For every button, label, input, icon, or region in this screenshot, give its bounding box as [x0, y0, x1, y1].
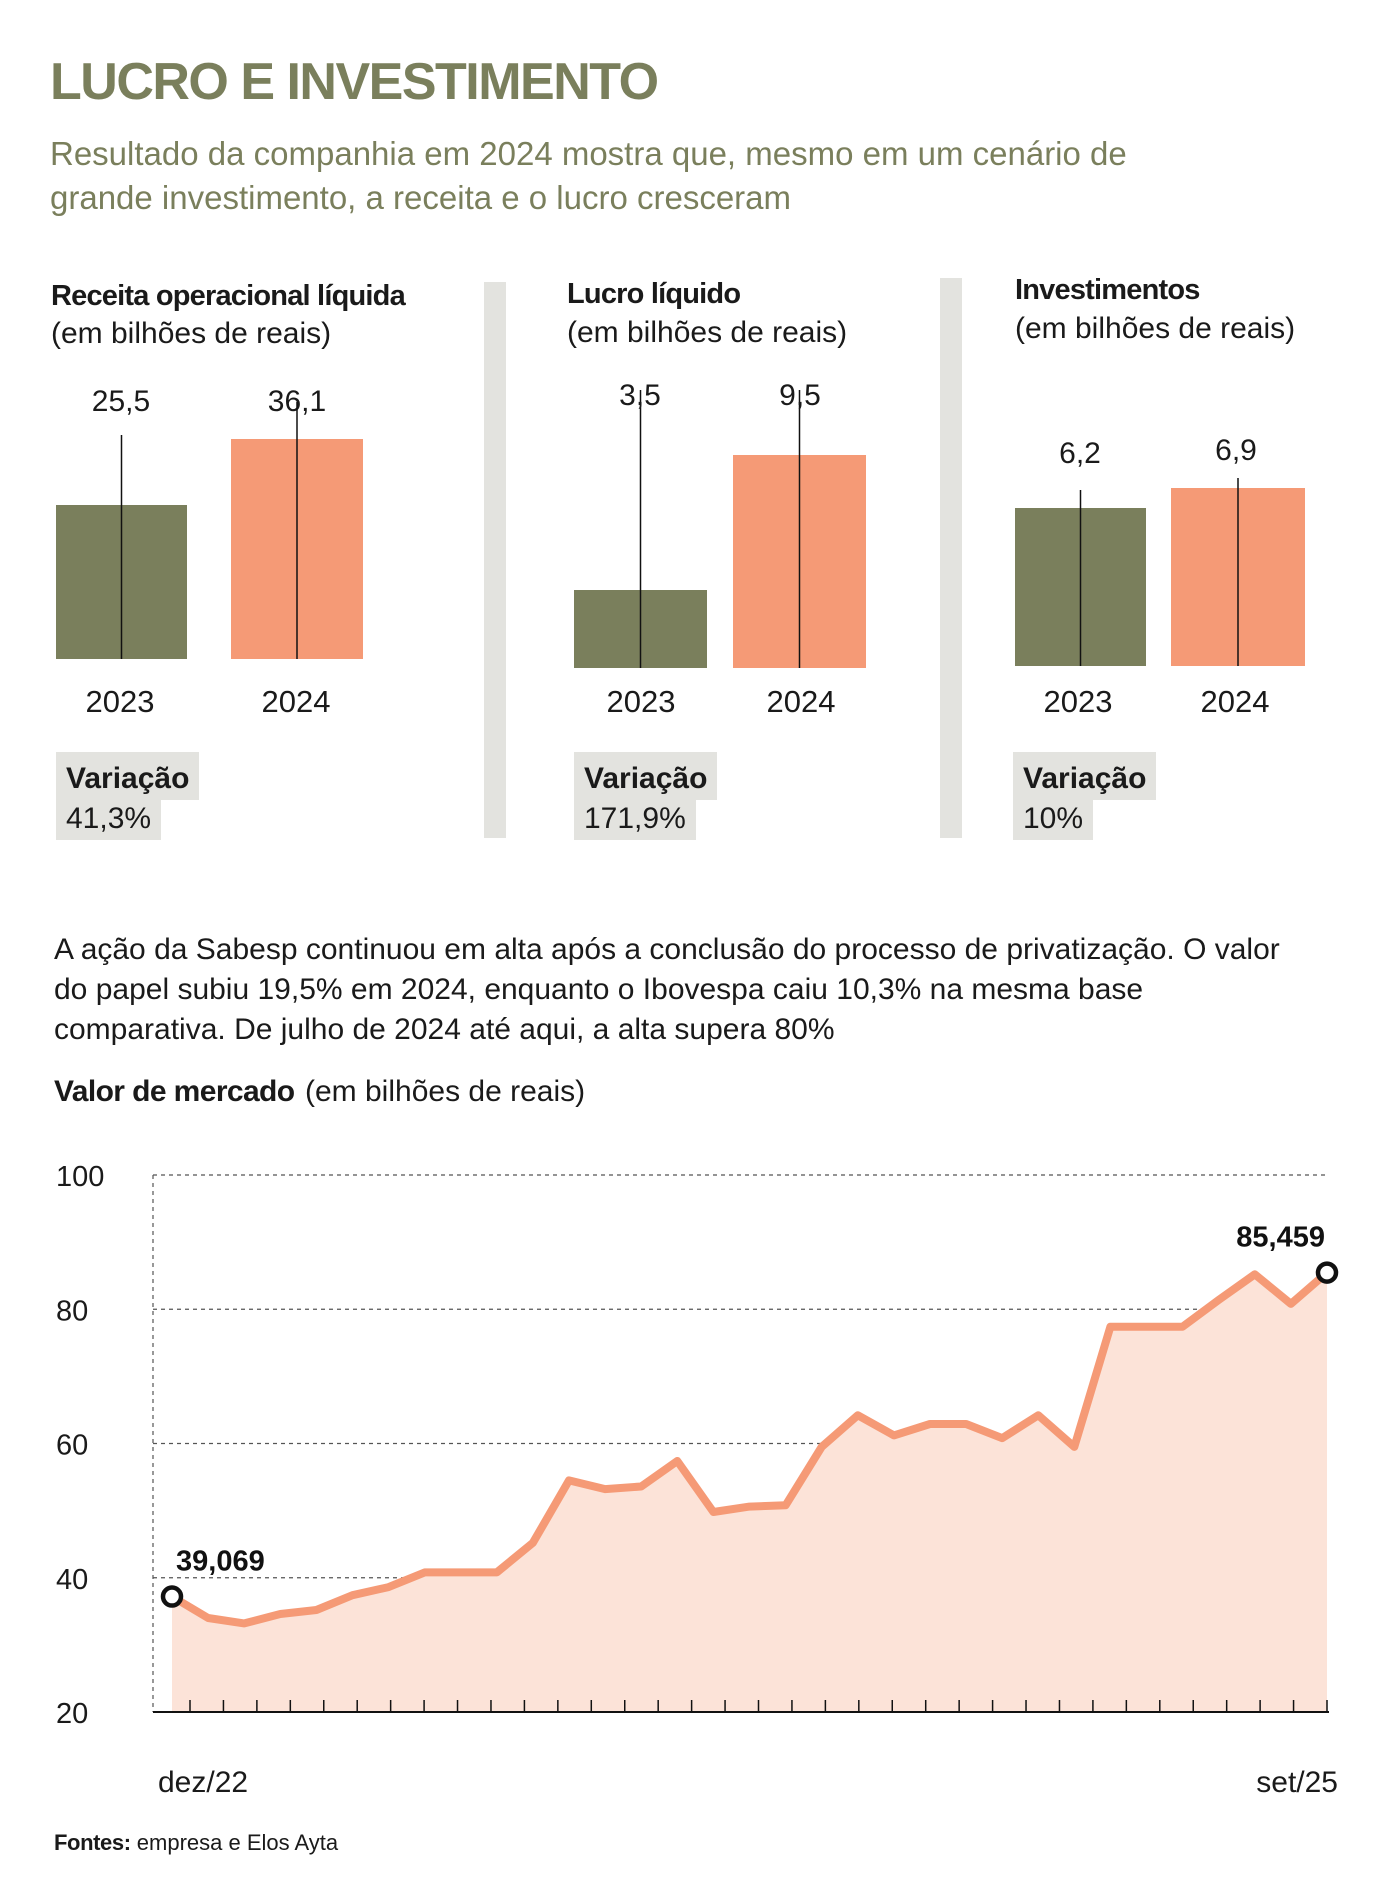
panel-divider	[940, 278, 962, 838]
bar-value-lucro-2023: 3,5	[619, 379, 661, 412]
variation-value-investimentos: 10%	[1013, 800, 1094, 840]
x-axis-start-label: dez/22	[158, 1766, 248, 1799]
sources-note: Fontes: empresa e Elos Ayta	[54, 1830, 338, 1856]
y-tick-label: 20	[56, 1698, 88, 1730]
bar-value-invest-2024: 6,9	[1215, 434, 1257, 467]
panel-title-receita: Receita operacional líquida	[51, 280, 406, 312]
bar-year-lucro-2023: 2023	[606, 684, 676, 719]
page-title: LUCRO E INVESTIMENTO	[50, 53, 659, 111]
panel-unit-investimentos: (em bilhões de reais)	[1015, 312, 1296, 345]
start-point-label: 39,069	[176, 1546, 265, 1578]
y-tick-label: 100	[56, 1161, 104, 1193]
variation-value-lucro: 171,9%	[574, 800, 696, 840]
y-tick-label: 40	[56, 1564, 88, 1596]
variation-label-lucro: Variação	[574, 752, 718, 800]
market-value-area	[172, 1272, 1327, 1712]
chart-title: Valor de mercado	[54, 1075, 295, 1108]
variation-label-receita: Variação	[56, 752, 200, 800]
note-text: A ação da Sabesp continuou em alta após …	[54, 933, 1280, 1046]
market-value-chart: 100 80 60 40 20 39,069 85,459 dez/22 set/25	[56, 1161, 1339, 1799]
sources-label: Fontes:	[54, 1830, 131, 1855]
panel-title-lucro: Lucro líquido	[567, 278, 741, 310]
y-tick-label: 60	[56, 1430, 88, 1462]
panel-unit-receita: (em bilhões de reais)	[51, 317, 332, 350]
panel-divider	[484, 282, 506, 838]
bar-year-invest-2023: 2023	[1043, 684, 1113, 719]
bar-year-lucro-2024: 2024	[766, 684, 836, 719]
y-tick-label: 80	[56, 1295, 88, 1327]
end-point-label: 85,459	[1236, 1222, 1325, 1254]
bar-year-receita-2024: 2024	[261, 684, 331, 719]
variation-label-investimentos: Variação	[1013, 752, 1157, 800]
bar-value-lucro-2024: 9,5	[779, 379, 821, 412]
chart-unit: (em bilhões de reais)	[305, 1075, 586, 1108]
bar-year-invest-2024: 2024	[1200, 684, 1270, 719]
bar-value-receita-2023: 25,5	[91, 385, 151, 418]
x-axis-end-label: set/25	[1256, 1766, 1338, 1799]
panel-unit-lucro: (em bilhões de reais)	[567, 316, 848, 349]
panel-title-investimentos: Investimentos	[1015, 274, 1200, 306]
bar-chart-receita	[56, 390, 1305, 668]
variation-value-receita: 41,3%	[56, 800, 162, 840]
page-subtitle: Resultado da companhia em 2024 mostra qu…	[50, 135, 1127, 216]
bar-value-invest-2023: 6,2	[1059, 437, 1101, 470]
end-point-marker	[1315, 1261, 1339, 1284]
bar-year-receita-2023: 2023	[85, 684, 155, 719]
market-value-line	[168, 1268, 1331, 1628]
start-point-marker	[160, 1585, 184, 1608]
sources-text: empresa e Elos Ayta	[136, 1830, 339, 1855]
